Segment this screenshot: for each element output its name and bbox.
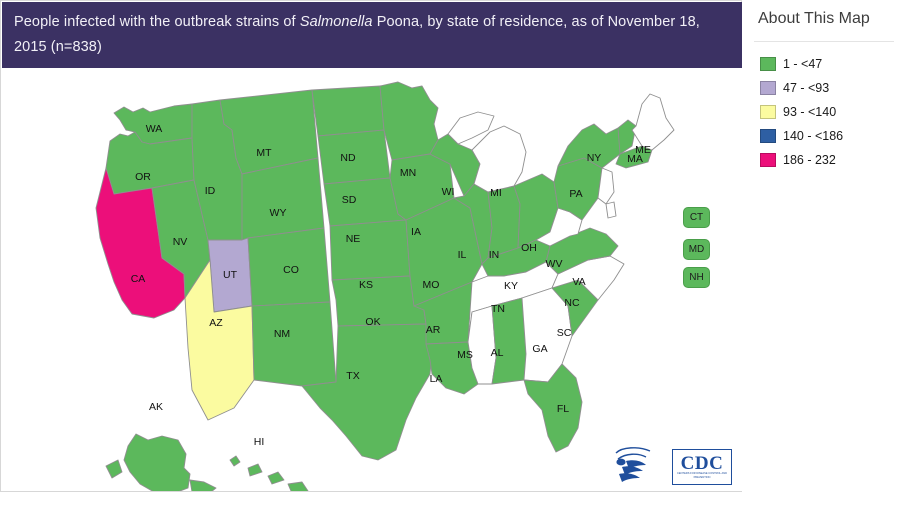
- state-label-MI: MI: [490, 187, 502, 199]
- state-label-MA: MA: [627, 153, 643, 165]
- panel-title: About This Map: [758, 10, 870, 27]
- state-ME[interactable]: [631, 93, 675, 151]
- state-label-NE: NE: [346, 233, 361, 245]
- state-label-WY: WY: [270, 207, 287, 219]
- state-label-SD: SD: [342, 194, 357, 206]
- page-title-part2: Poona, by state of residence, as of Nove…: [14, 14, 700, 55]
- page-title-part1: People infected with the outbreak strain…: [14, 14, 300, 30]
- logo-group: CDC CENTERS FOR DISEASE CONTROL AND PREV…: [612, 443, 732, 485]
- inset-state-MD[interactable]: MD: [683, 239, 710, 260]
- hhs-logo: [615, 447, 651, 482]
- state-label-CA: CA: [131, 273, 146, 285]
- state-label-AL: AL: [491, 347, 504, 359]
- state-MN[interactable]: [379, 81, 439, 161]
- inset-state-CT-label: CT: [689, 212, 704, 223]
- cdc-logo: CDC CENTERS FOR DISEASE CONTROL AND PREV…: [672, 449, 732, 485]
- state-label-MT: MT: [256, 147, 272, 159]
- legend-label-3: 93 - <140: [783, 105, 837, 119]
- state-label-MS: MS: [457, 349, 473, 361]
- page-title-pathogen: Salmonella: [299, 14, 373, 30]
- state-label-AR: AR: [426, 324, 441, 336]
- state-NM[interactable]: [251, 301, 337, 387]
- state-label-CO: CO: [283, 264, 299, 276]
- state-DE[interactable]: [605, 201, 617, 219]
- state-label-UT: UT: [223, 269, 238, 281]
- map-canvas: WA OR CA NV ID MT WY UT AZ CO NM ND SD N…: [2, 68, 742, 491]
- state-label-VA: VA: [572, 276, 585, 288]
- about-this-map-panel: About This Map 1 - <47 47 - <93 93 - <14…: [744, 0, 902, 507]
- state-label-NV: NV: [173, 236, 188, 248]
- legend-swatch-5: [760, 153, 776, 167]
- state-KS[interactable]: [329, 219, 411, 281]
- legend-swatch-3: [760, 105, 776, 119]
- legend-item[interactable]: 93 - <140: [760, 100, 900, 124]
- legend-label-1: 1 - <47: [783, 57, 823, 71]
- state-label-LA: LA: [430, 373, 443, 385]
- state-MI[interactable]: [447, 111, 527, 193]
- state-label-NC: NC: [564, 297, 580, 309]
- state-label-KY: KY: [504, 280, 518, 292]
- state-label-WA: WA: [146, 123, 163, 135]
- state-label-OH: OH: [521, 242, 537, 254]
- state-label-OR: OR: [135, 171, 151, 183]
- state-label-PA: PA: [569, 188, 582, 200]
- legend-label-5: 186 - 232: [783, 153, 836, 167]
- state-label-IN: IN: [489, 249, 500, 261]
- legend-label-4: 140 - <186: [783, 129, 844, 143]
- state-label-WI: WI: [442, 186, 455, 198]
- panel-divider: [754, 41, 894, 42]
- state-label-NM: NM: [274, 328, 290, 340]
- state-label-TX: TX: [346, 370, 359, 382]
- state-label-KS: KS: [359, 279, 373, 291]
- state-AZ[interactable]: [184, 259, 255, 421]
- inset-state-NH[interactable]: NH: [683, 267, 710, 288]
- state-ND[interactable]: [311, 85, 385, 137]
- state-FL[interactable]: [523, 363, 583, 453]
- inset-state-CT[interactable]: CT: [683, 207, 710, 228]
- state-label-IL: IL: [458, 249, 467, 261]
- page-title: People infected with the outbreak strain…: [14, 10, 730, 60]
- state-label-NY: NY: [587, 152, 602, 164]
- legend-item[interactable]: 186 - 232: [760, 148, 900, 172]
- us-choropleth-map[interactable]: WA OR CA NV ID MT WY UT AZ CO NM ND SD N…: [2, 68, 742, 491]
- legend-item[interactable]: 1 - <47: [760, 52, 900, 76]
- state-label-GA: GA: [532, 343, 547, 355]
- state-label-ND: ND: [340, 152, 356, 164]
- state-label-HI: HI: [254, 436, 265, 448]
- map-header-bar: People infected with the outbreak strain…: [2, 2, 742, 68]
- state-HI[interactable]: [229, 455, 310, 491]
- state-label-WV: WV: [546, 258, 563, 270]
- legend-label-2: 47 - <93: [783, 81, 830, 95]
- state-AK[interactable]: [105, 433, 217, 491]
- state-TX[interactable]: [301, 323, 433, 461]
- state-VT[interactable]: [617, 119, 637, 155]
- legend-item[interactable]: 47 - <93: [760, 76, 900, 100]
- state-label-AZ: AZ: [209, 317, 223, 329]
- state-MT[interactable]: [219, 89, 319, 175]
- legend-item[interactable]: 140 - <186: [760, 124, 900, 148]
- cdc-tagline: CENTERS FOR DISEASE CONTROL AND PREVENTI…: [677, 472, 727, 479]
- state-label-MN: MN: [400, 167, 416, 179]
- state-label-OK: OK: [365, 316, 380, 328]
- state-label-IA: IA: [411, 226, 421, 238]
- state-label-MO: MO: [423, 279, 440, 291]
- state-label-FL: FL: [557, 403, 569, 415]
- state-NJ[interactable]: [597, 167, 615, 205]
- legend-swatch-2: [760, 81, 776, 95]
- cdc-wordmark: CDC: [680, 453, 724, 475]
- inset-state-MD-label: MD: [688, 244, 705, 255]
- legend-swatch-1: [760, 57, 776, 71]
- state-label-ID: ID: [205, 185, 216, 197]
- inset-state-NH-label: NH: [689, 272, 704, 283]
- map-legend: 1 - <47 47 - <93 93 - <140 140 - <186 18…: [760, 52, 900, 172]
- map-panel: People infected with the outbreak strain…: [0, 0, 742, 492]
- state-label-SC: SC: [557, 327, 572, 339]
- state-label-ME: ME: [635, 144, 651, 156]
- state-label-AK: AK: [149, 401, 163, 413]
- state-label-TN: TN: [491, 303, 505, 315]
- legend-swatch-4: [760, 129, 776, 143]
